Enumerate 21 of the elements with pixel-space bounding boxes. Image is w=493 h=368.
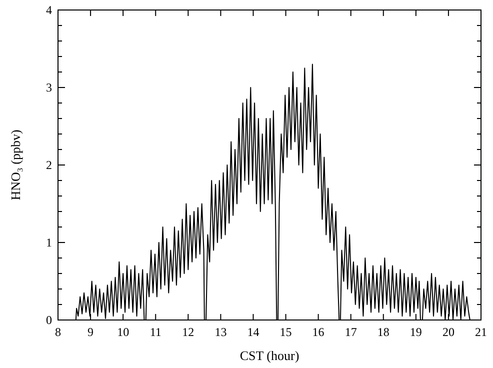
y-tick-label: 3 xyxy=(46,80,52,95)
x-tick-label: 13 xyxy=(214,325,227,339)
x-tick-label: 12 xyxy=(182,325,194,339)
x-tick-label: 14 xyxy=(247,325,260,339)
x-tick-label: 11 xyxy=(150,325,162,339)
x-tick-label: 8 xyxy=(55,325,61,339)
x-tick-label: 15 xyxy=(280,325,292,339)
x-tick-label: 9 xyxy=(88,325,94,339)
y-tick-label: 4 xyxy=(46,3,52,18)
x-tick-label: 19 xyxy=(410,325,422,339)
y-tick-label: 1 xyxy=(46,236,52,250)
x-axis-title: CST (hour) xyxy=(240,348,300,363)
x-tick-label: 16 xyxy=(312,325,324,339)
y-tick-label: 2 xyxy=(46,158,52,172)
x-tick-label: 20 xyxy=(442,325,454,339)
x-tick-label: 17 xyxy=(344,325,357,339)
x-tick-label: 21 xyxy=(475,325,487,339)
x-tick-label: 18 xyxy=(377,325,390,339)
x-tick-label: 10 xyxy=(117,325,130,339)
y-axis-title: HNO₃ (ppbv) xyxy=(8,130,23,200)
y-tick-label: 0 xyxy=(46,313,52,328)
